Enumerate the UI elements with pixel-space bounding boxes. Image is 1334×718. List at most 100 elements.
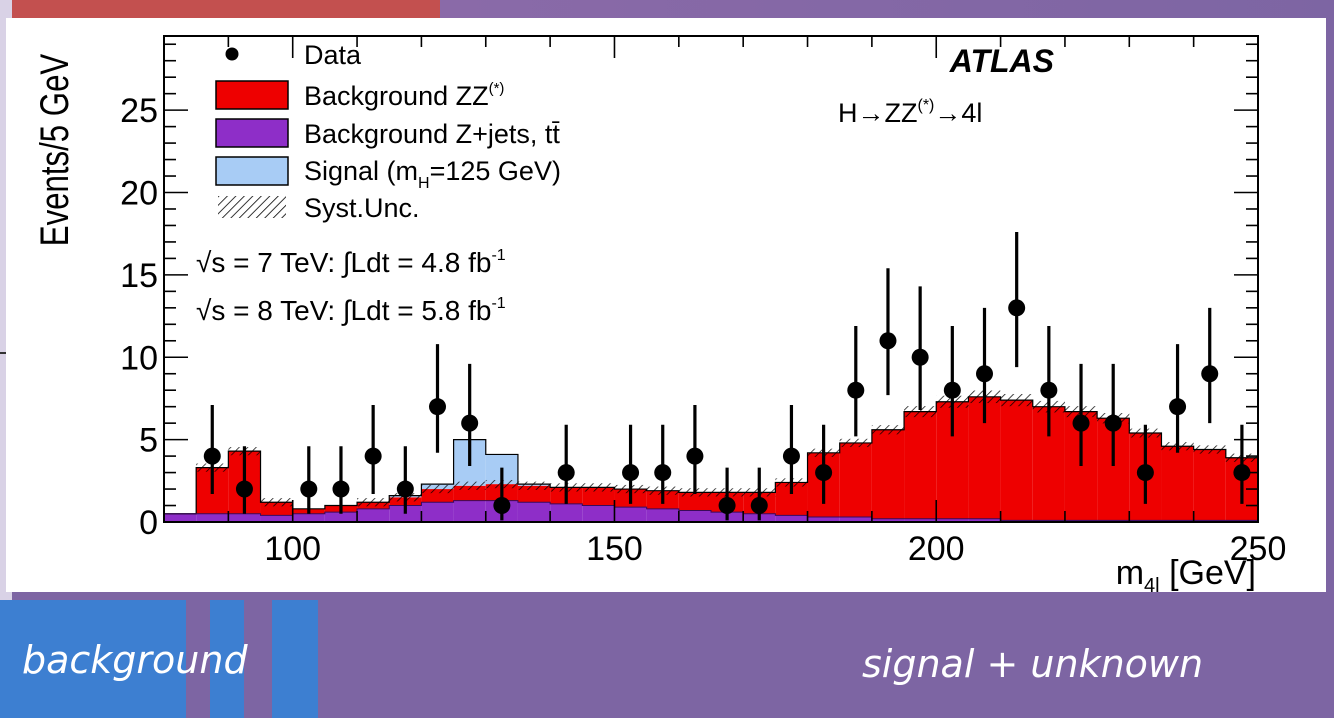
lumi-labels: √s = 7 TeV: ∫Ldt = 4.8 fb-1 √s = 8 TeV: … — [196, 247, 506, 326]
bin-zz — [904, 411, 937, 519]
plot-frame — [163, 35, 1259, 523]
bin-zz — [871, 429, 905, 519]
syst-unc-bin — [357, 498, 390, 507]
syst-unc-bin — [871, 425, 905, 435]
bin-zz — [678, 492, 711, 511]
y-tick-label: 5 — [139, 422, 158, 460]
legend-data-marker — [225, 47, 239, 61]
data-point — [847, 381, 865, 399]
process-label: H→ZZ(*)→4l — [838, 97, 982, 128]
data-point — [1008, 299, 1026, 317]
bin-zjets — [614, 507, 647, 522]
bin-zz — [1000, 400, 1033, 521]
slide-top-strip — [0, 0, 1334, 22]
bin-zjets — [421, 502, 454, 522]
experiment-label: ATLAS — [949, 43, 1055, 79]
syst-unc-bin — [453, 481, 486, 490]
syst-unc-bin — [1193, 445, 1226, 454]
data-point — [1040, 381, 1058, 399]
y-axis-label: Events/5 GeV — [32, 54, 77, 247]
syst-unc-bin — [421, 484, 454, 494]
bin-zjets — [357, 508, 390, 522]
lumi-7tev: √s = 7 TeV: ∫Ldt = 4.8 fb-1 — [196, 247, 506, 278]
data-point — [718, 497, 736, 515]
caption-background: background — [22, 638, 248, 682]
bin-zjets — [904, 518, 937, 522]
y-tick-label: 10 — [120, 339, 158, 377]
data-point — [235, 480, 253, 498]
tick-labels: 100 150 200 250 0 5 10 15 20 25 — [120, 92, 1286, 568]
bin-zjets — [839, 517, 872, 522]
bin-zjets — [775, 515, 808, 522]
data-point — [976, 365, 993, 383]
blue-block-2 — [210, 600, 244, 718]
data-point — [203, 447, 221, 465]
y-tick-label: 15 — [120, 257, 158, 295]
data-points — [203, 232, 1251, 521]
legend-data-label: Data — [304, 40, 362, 70]
bin-zjets — [646, 508, 679, 522]
data-point — [782, 447, 800, 465]
data-point — [461, 414, 479, 432]
atlas-plot-panel: 100 150 200 250 0 5 10 15 20 25 Events/5 GeV m4l … — [6, 18, 1326, 592]
data-point — [396, 480, 414, 498]
y-tick-label: 0 — [139, 504, 158, 542]
legend-signal-swatch — [215, 156, 289, 186]
legend-zz-label: Background ZZ(*) — [304, 80, 504, 111]
bin-zjets — [871, 518, 905, 522]
bin-zjets — [453, 500, 486, 522]
legend-signal-label: Signal (mH=125 GeV) — [304, 156, 561, 192]
bin-zjets — [550, 503, 583, 522]
blue-block-3 — [272, 600, 318, 718]
bin-zjets — [196, 513, 229, 522]
slide-bottom-band: background signal + unknown — [0, 600, 1334, 718]
x-tick-label: 100 — [264, 530, 321, 568]
bin-zjets — [260, 515, 293, 522]
bin-zjets — [678, 510, 711, 522]
data-point — [1169, 398, 1187, 416]
data-point — [943, 381, 961, 399]
axes — [163, 35, 1259, 523]
legend-zjets-label: Background Z+jets, tt̄ — [304, 119, 560, 149]
bin-zjets — [164, 513, 197, 522]
data-point — [911, 348, 929, 366]
edge-mark — [0, 352, 6, 354]
bin-zjets — [517, 502, 551, 522]
syst-unc-bin — [1000, 393, 1033, 407]
bin-zjets — [807, 517, 840, 522]
syst-unc-bin — [904, 406, 937, 418]
y-tick-label: 20 — [120, 175, 158, 213]
bin-zz — [1193, 449, 1226, 521]
data-point — [815, 464, 833, 482]
histogram-chart: 100 150 200 250 0 5 10 15 20 25 Events/5 GeV m4l … — [32, 35, 1286, 592]
bin-zjets — [228, 513, 261, 522]
syst-unc-bin — [582, 483, 615, 492]
data-point — [1201, 365, 1219, 383]
legend: Data Background ZZ(*) Background Z+jets,… — [215, 40, 561, 223]
x-axis-label: m4l [GeV] — [1116, 554, 1256, 592]
data-point — [622, 464, 640, 482]
data-point — [300, 480, 318, 498]
syst-unc-bin — [517, 481, 551, 490]
blue-block-1 — [0, 600, 186, 718]
bin-zjets — [936, 518, 969, 522]
bin-zjets — [324, 512, 358, 522]
legend-unc-swatch — [218, 196, 286, 218]
data-point — [1233, 464, 1251, 482]
bin-zz — [1161, 446, 1194, 521]
bin-zjets — [292, 513, 325, 522]
data-point — [654, 464, 672, 482]
x-tick-label: 250 — [1230, 530, 1287, 568]
data-point — [1072, 414, 1090, 432]
lumi-8tev: √s = 8 TeV: ∫Ldt = 5.8 fb-1 — [196, 295, 506, 326]
data-point — [1104, 414, 1122, 432]
bin-zz — [839, 442, 872, 518]
data-point — [557, 464, 575, 482]
data-point — [493, 497, 511, 515]
data-point — [686, 447, 704, 465]
data-point — [750, 497, 768, 515]
syst-unc-bin — [839, 438, 872, 448]
x-tick-label: 200 — [908, 530, 965, 568]
data-point — [332, 480, 350, 498]
legend-zjets-swatch — [215, 118, 289, 148]
